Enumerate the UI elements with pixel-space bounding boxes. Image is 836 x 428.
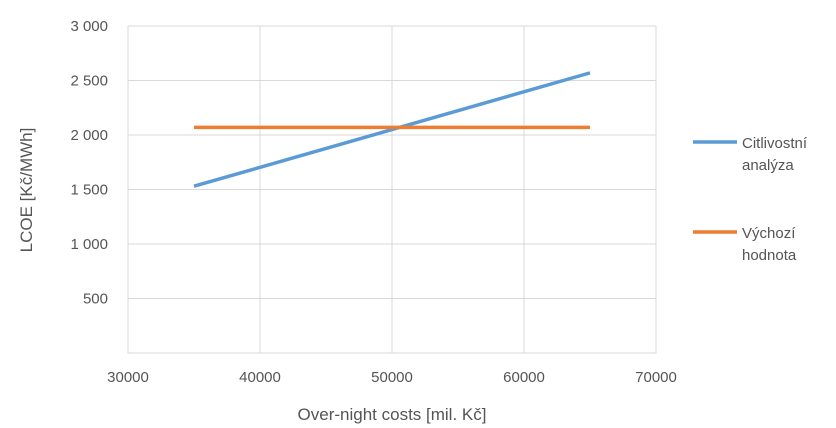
y-tick-label: 3 000 — [70, 18, 108, 35]
x-tick-label: 30000 — [107, 369, 149, 386]
series-lines — [193, 71, 591, 188]
y-axis-tick-labels: 500 1 000 1 500 2 000 2 500 3 000 — [70, 18, 108, 308]
x-tick-label: 40000 — [239, 369, 281, 386]
y-tick-label: 2 500 — [70, 73, 108, 90]
legend-label-2: hodnota — [742, 247, 797, 264]
x-tick-label: 60000 — [503, 369, 545, 386]
legend: Citlivostní analýza Výchozí hodnota — [693, 135, 808, 264]
y-tick-label: 1 000 — [70, 236, 108, 253]
series-line-1 — [193, 71, 591, 188]
x-tick-label: 50000 — [371, 369, 413, 386]
x-axis-title: Over-night costs [mil. Kč] — [298, 405, 487, 424]
plot-area-frame — [127, 25, 657, 354]
y-tick-label: 500 — [83, 291, 108, 308]
x-tick-label: 70000 — [635, 369, 677, 386]
y-axis-title: LCOE [Kč/MWh] — [17, 128, 36, 253]
legend-label-1: analýza — [742, 157, 794, 174]
y-tick-label: 1 500 — [70, 182, 108, 199]
legend-label-2: Výchozí — [742, 225, 796, 242]
x-axis-tick-labels: 30000 40000 50000 60000 70000 — [107, 369, 677, 386]
legend-label-1: Citlivostní — [742, 135, 808, 152]
y-tick-label: 2 000 — [70, 127, 108, 144]
